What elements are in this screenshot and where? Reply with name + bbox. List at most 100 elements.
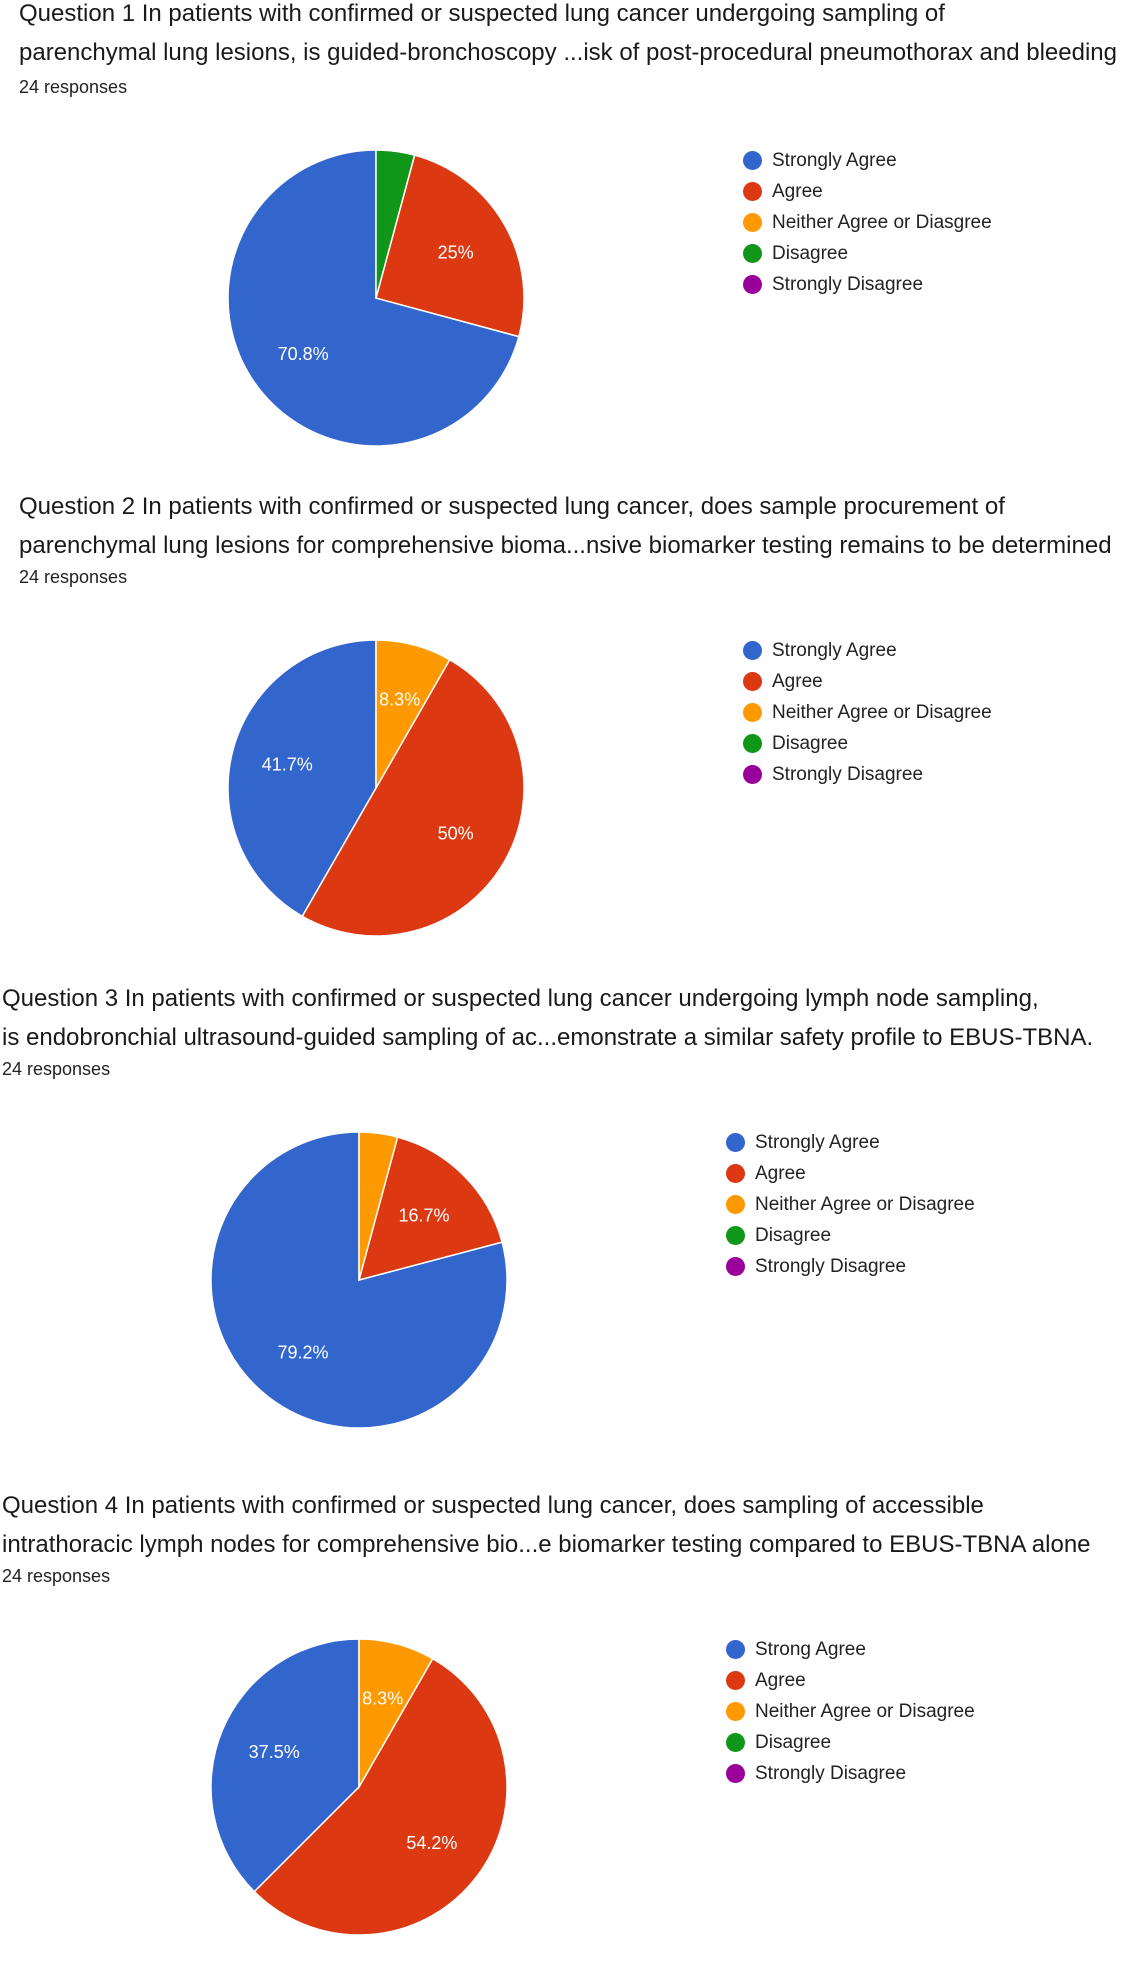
- legend-swatch: [743, 182, 762, 201]
- legend-label: Strongly Disagree: [772, 273, 924, 295]
- legend-item-strongly-agree: Strongly Agree: [726, 1127, 975, 1158]
- legend-swatch: [743, 734, 762, 753]
- legend-label: Strong Agree: [755, 1638, 866, 1660]
- legend-swatch: [726, 1195, 745, 1214]
- legend-swatch: [726, 1702, 745, 1721]
- pie-slice-agree: [375, 154, 525, 338]
- legend-label: Strongly Agree: [755, 1131, 880, 1153]
- legend-swatch: [726, 1164, 745, 1183]
- pie-slice-agree: [357, 1136, 503, 1282]
- pie-slice-neither-agree-or-disagree: [358, 1131, 399, 1281]
- legend-item-strong-agree: Strong Agree: [726, 1634, 975, 1665]
- question-title-line: intrathoracic lymph nodes for comprehens…: [2, 1531, 1091, 1558]
- question-block-1: Question 1 In patients with confirmed or…: [0, 0, 1147, 490]
- legend-item-strongly-disagree: Strongly Disagree: [743, 759, 992, 790]
- legend-label: Neither Agree or Diasgree: [772, 211, 992, 233]
- pie-slice-strong-agree: [210, 1638, 360, 1893]
- question-title-line: parenchymal lung lesions for comprehensi…: [19, 532, 1112, 559]
- pie-data-label-strongly-agree: 70.8%: [278, 344, 329, 364]
- pie-data-label-agree: 50%: [438, 824, 474, 844]
- question-title-line: is endobronchial ultrasound-guided sampl…: [2, 1024, 1094, 1051]
- legend-swatch: [743, 151, 762, 170]
- legend-label: Strongly Disagree: [772, 763, 924, 785]
- legend-item-strongly-agree: Strongly Agree: [743, 145, 992, 176]
- pie-data-label-strongly-agree: 79.2%: [277, 1343, 328, 1363]
- legend-item-neither-agree-or-disagree: Neither Agree or Disagree: [743, 697, 992, 728]
- pie-data-label-agree: 54.2%: [406, 1833, 457, 1853]
- pie-chart: 70.8% 25%: [227, 149, 525, 447]
- legend-swatch: [743, 672, 762, 691]
- legend-item-agree: Agree: [743, 666, 992, 697]
- legend-swatch: [743, 641, 762, 660]
- legend-label: Strongly Agree: [772, 639, 897, 661]
- legend-item-disagree: Disagree: [743, 728, 992, 759]
- pie-data-label-neither-agree-or-disagree: 8.3%: [379, 689, 420, 709]
- legend-label: Neither Agree or Disagree: [755, 1700, 975, 1722]
- chart-legend: Strongly Agree Agree Neither Agree or Disa…: [743, 635, 992, 790]
- legend-item-disagree: Disagree: [726, 1220, 975, 1251]
- pie-chart: 79.2% 16.7%: [210, 1131, 508, 1429]
- legend-swatch: [743, 765, 762, 784]
- legend-item-neither-agree-or-disagree: Neither Agree or Disagree: [726, 1696, 975, 1727]
- legend-label: Strongly Disagree: [755, 1255, 907, 1277]
- legend-item-strongly-disagree: Strongly Disagree: [726, 1758, 975, 1789]
- legend-label: Strongly Agree: [772, 149, 897, 171]
- pie-slice-strongly-agree: [227, 149, 520, 447]
- legend-label: Disagree: [772, 732, 849, 754]
- chart-legend: Strongly Agree Agree Neither Agree or Disa…: [726, 1127, 975, 1282]
- legend-item-disagree: Disagree: [743, 238, 992, 269]
- legend-label: Agree: [772, 670, 823, 692]
- legend-label: Disagree: [755, 1731, 832, 1753]
- legend-label: Agree: [755, 1162, 806, 1184]
- chart-legend: Strong Agree Agree Neither Agree or Disagr…: [726, 1634, 975, 1789]
- pie-chart: 37.5% 54.2% 8.3%: [210, 1638, 508, 1936]
- question-block-4: Question 4 In patients with confirmed or…: [0, 1489, 1147, 1979]
- pie-slice-neither-agree-or-disagree: [358, 1638, 434, 1790]
- legend-label: Agree: [755, 1669, 806, 1691]
- response-count: 24 responses: [19, 77, 128, 97]
- question-title-line: parenchymal lung lesions, is guided-bron…: [19, 39, 1117, 66]
- legend-label: Disagree: [755, 1224, 832, 1246]
- legend-label: Neither Agree or Disagree: [755, 1193, 975, 1215]
- response-count: 24 responses: [2, 1059, 111, 1079]
- question-title-line: Question 3 In patients with confirmed or…: [2, 985, 1039, 1012]
- question-block-2: Question 2 In patients with confirmed or…: [0, 490, 1147, 980]
- legend-label: Neither Agree or Disagree: [772, 701, 992, 723]
- pie-data-label-strongly-agree: 41.7%: [262, 754, 313, 774]
- legend-swatch: [743, 213, 762, 232]
- question-title: Question 4 In patients with confirmed or…: [2, 1486, 1137, 1564]
- response-count: 24 responses: [2, 1566, 111, 1586]
- legend-item-disagree: Disagree: [726, 1727, 975, 1758]
- legend-item-strongly-disagree: Strongly Disagree: [743, 269, 992, 300]
- question-title: Question 2 In patients with confirmed or…: [19, 487, 1147, 565]
- pie-slice-strongly-agree: [227, 639, 377, 918]
- legend-item-neither-agree-or-diasgree: Neither Agree or Diasgree: [743, 207, 992, 238]
- legend-swatch: [726, 1671, 745, 1690]
- legend-swatch: [726, 1226, 745, 1245]
- legend-item-strongly-disagree: Strongly Disagree: [726, 1251, 975, 1282]
- legend-item-agree: Agree: [726, 1158, 975, 1189]
- legend-swatch: [726, 1133, 745, 1152]
- response-count: 24 responses: [19, 567, 128, 587]
- pie-chart: 41.7% 50% 8.3%: [227, 639, 525, 937]
- question-title: Question 3 In patients with confirmed or…: [2, 979, 1137, 1057]
- pie-slice-agree: [253, 1657, 508, 1936]
- pie-data-label-agree: 25%: [438, 242, 474, 262]
- pie-slice-disagree: [375, 149, 416, 299]
- legend-swatch: [726, 1733, 745, 1752]
- legend-swatch: [726, 1640, 745, 1659]
- legend-item-strongly-agree: Strongly Agree: [743, 635, 992, 666]
- pie-data-label-agree: 16.7%: [398, 1205, 449, 1225]
- pie-slice-agree: [301, 658, 525, 937]
- legend-item-agree: Agree: [743, 176, 992, 207]
- pie-slice-neither-agree-or-disagree: [375, 639, 451, 791]
- legend-label: Agree: [772, 180, 823, 202]
- question-block-3: Question 3 In patients with confirmed or…: [0, 982, 1147, 1472]
- legend-item-neither-agree-or-disagree: Neither Agree or Disagree: [726, 1189, 975, 1220]
- legend-swatch: [743, 275, 762, 294]
- legend-swatch: [726, 1257, 745, 1276]
- chart-legend: Strongly Agree Agree Neither Agree or Dias…: [743, 145, 992, 300]
- legend-label: Disagree: [772, 242, 849, 264]
- legend-swatch: [743, 244, 762, 263]
- legend-swatch: [726, 1764, 745, 1783]
